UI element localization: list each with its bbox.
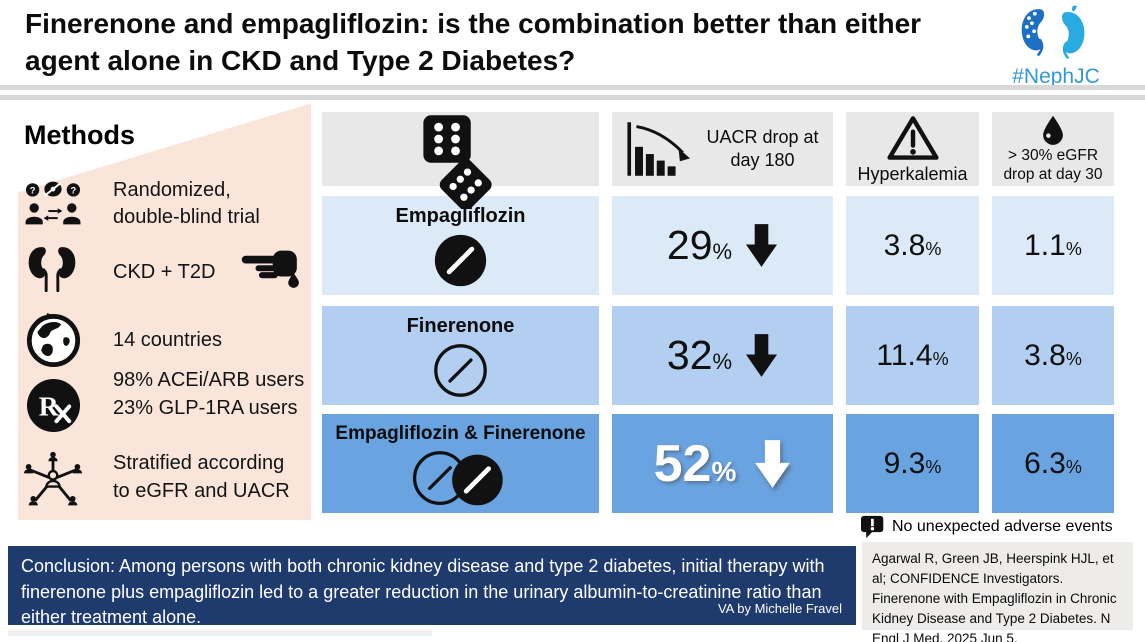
page-title: Finerenone and empagliflozin: is the com… <box>25 5 985 79</box>
methods-item-stratified: Stratified according to eGFR and UACR <box>113 452 290 502</box>
egfr-header-label: > 30% eGFR drop at day 30 <box>1003 146 1103 183</box>
speech-bubble-exclamation-icon <box>861 515 884 539</box>
adverse-events-text: No unexpected adverse events <box>892 518 1113 535</box>
methods-item-medications: 98% ACEi/ARB users 23% GLP-1RA users <box>113 369 305 419</box>
table-row-combination-treatment: Empagliflozin & Finerenone <box>322 414 599 513</box>
methods-item-randomized: Randomized, double-blind trial <box>113 179 260 228</box>
down-arrow-icon <box>746 224 778 267</box>
nephjc-logo: #NephJC <box>1000 5 1112 89</box>
treatment-name: Finerenone <box>406 315 515 337</box>
uacr-header-label: UACR drop at day 180 <box>706 127 819 170</box>
divider-rule-top <box>0 85 1145 90</box>
uacr-value: 29% <box>666 222 733 268</box>
table-row-finerenone-treatment: Finerenone <box>322 306 599 405</box>
nephjc-hashtag: #NephJC <box>1012 65 1100 88</box>
citation-box: Agarwal R, Green JB, Heerspink HJL, et a… <box>862 542 1133 642</box>
egfr-value: 1.1% <box>1024 228 1082 262</box>
egfr-cell-empagliflozin: 1.1% <box>992 196 1114 295</box>
title-line-1: Finerenone and empagliflozin: is the com… <box>25 8 922 39</box>
hyperkalemia-value: 3.8% <box>883 228 942 262</box>
dice-icon <box>423 115 492 209</box>
pill-outline-icon <box>434 344 487 397</box>
hyperkalemia-cell-finerenone: 11.4% <box>846 306 979 405</box>
egfr-cell-finerenone: 3.8% <box>992 306 1114 405</box>
bottom-divider <box>8 630 432 636</box>
header-cell-uacr: UACR drop at day 180 <box>612 112 833 186</box>
svg-text:?: ? <box>71 184 77 195</box>
hyperkalemia-cell-combination: 9.3% <box>846 414 979 513</box>
randomized-trial-icon: ? ? <box>25 181 81 225</box>
uacr-cell-finerenone: 32% <box>612 306 833 405</box>
pill-filled-icon <box>434 234 487 287</box>
treatment-name: Empagliflozin & Finerenone <box>335 423 586 444</box>
hand-blood-drop-icon <box>241 250 299 288</box>
adverse-events-note: No unexpected adverse events <box>860 515 1113 539</box>
pill-combo-icon <box>412 451 503 506</box>
down-arrow-icon <box>755 439 791 488</box>
va-credit: VA by Michelle Fravel <box>717 600 842 616</box>
divider-rule-bottom <box>0 95 1145 100</box>
hyperkalemia-cell-empagliflozin: 3.8% <box>846 196 979 295</box>
hyperkalemia-header-label: Hyperkalemia <box>857 163 968 184</box>
svg-text:?: ? <box>30 184 36 195</box>
methods-item-population: CKD + T2D <box>113 261 216 283</box>
egfr-cell-combination: 6.3% <box>992 414 1114 513</box>
header-cell-hyperkalemia: Hyperkalemia <box>846 112 979 186</box>
warning-icon <box>886 115 939 160</box>
uacr-value: 52% <box>653 434 737 493</box>
methods-item-countries: 14 countries <box>113 329 222 351</box>
uacr-cell-empagliflozin: 29% <box>612 196 833 295</box>
prescription-rx-icon: R <box>26 378 81 433</box>
title-line-2: agent alone in CKD and Type 2 Diabetes? <box>25 45 576 76</box>
uacr-value: 32% <box>666 332 733 378</box>
kidney-logo-icon <box>1021 5 1085 59</box>
egfr-value: 3.8% <box>1024 338 1082 372</box>
conclusion-text: Conclusion: Among persons with both chro… <box>21 556 825 627</box>
methods-heading: Methods <box>24 120 135 150</box>
egfr-value: 6.3% <box>1024 446 1082 480</box>
header-cell-egfr: > 30% eGFR drop at day 30 <box>992 112 1114 186</box>
down-arrow-icon <box>746 334 778 377</box>
treatment-name: Empagliflozin <box>395 205 526 227</box>
uacr-cell-combination: 52% <box>612 414 833 513</box>
declining-bar-chart-icon <box>626 122 690 176</box>
water-drop-icon <box>1043 115 1063 145</box>
stratified-icon <box>23 451 83 506</box>
conclusion-box: Conclusion: Among persons with both chro… <box>8 546 856 627</box>
hyperkalemia-value: 9.3% <box>883 446 942 480</box>
globe-icon <box>26 313 81 368</box>
hyperkalemia-value: 11.4% <box>876 338 949 372</box>
table-row-empagliflozin-treatment: Empagliflozin <box>322 196 599 295</box>
svg-text:R: R <box>39 390 60 421</box>
kidneys-icon <box>28 247 76 293</box>
citation-text: Agarwal R, Green JB, Heerspink HJL, et a… <box>872 551 1117 642</box>
